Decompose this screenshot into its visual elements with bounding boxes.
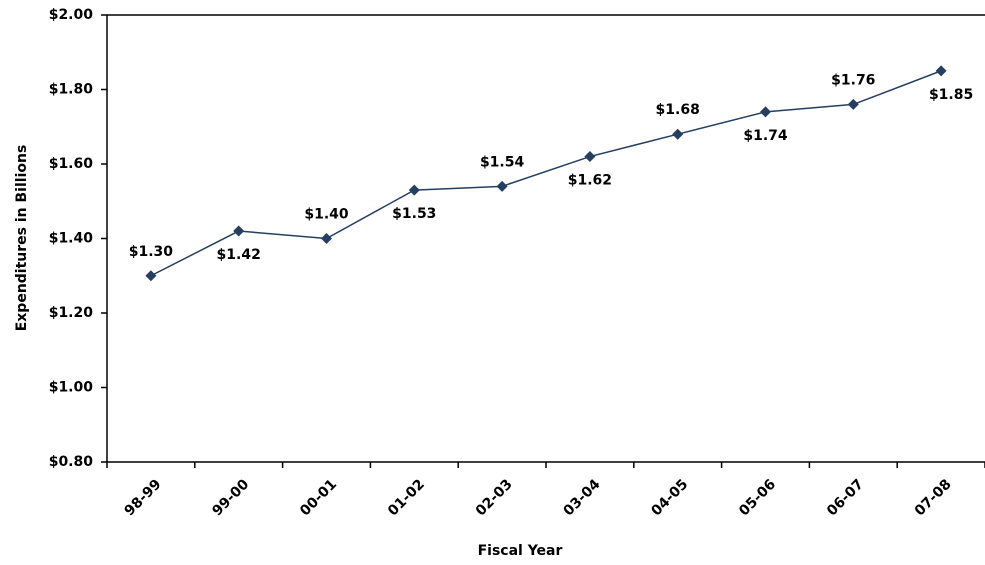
data-label: $1.42 [217, 247, 261, 263]
data-label: $1.40 [304, 207, 349, 223]
x-tick-label: 06-07 [824, 476, 867, 519]
data-label: $1.68 [656, 102, 700, 118]
x-tick-label: 00-01 [297, 476, 340, 519]
y-tick-label: $0.80 [49, 454, 94, 470]
x-tick-label: 01-02 [385, 476, 428, 519]
data-label: $1.85 [929, 87, 973, 103]
data-point [233, 225, 245, 237]
data-point [935, 65, 947, 77]
data-point [760, 106, 771, 118]
data-label: $1.62 [568, 173, 612, 189]
y-axis-title: Expenditures in Billions [14, 145, 30, 332]
x-tick-label: 98-99 [122, 476, 165, 519]
x-tick-label: 05-06 [736, 476, 779, 519]
y-tick-label: $1.00 [49, 380, 94, 396]
data-label: $1.76 [831, 72, 875, 88]
y-tick-label: $1.80 [49, 82, 94, 98]
x-tick-label: 03-04 [561, 476, 604, 519]
data-point [672, 128, 684, 140]
data-label: $1.74 [743, 128, 788, 144]
x-tick-label: 02-03 [473, 476, 516, 519]
y-tick-label: $1.60 [49, 156, 94, 172]
data-point [408, 184, 420, 196]
data-label: $1.30 [129, 244, 174, 260]
x-tick-label: 99-00 [209, 476, 252, 519]
series-line [150, 70, 942, 277]
x-axis-title: Fiscal Year [478, 543, 563, 559]
data-label: $1.53 [392, 206, 436, 222]
data-point [496, 180, 508, 192]
x-tick-label: 07-08 [912, 476, 955, 519]
data-point [847, 98, 859, 110]
x-tick-label: 04-05 [648, 476, 691, 519]
data-label: $1.54 [480, 154, 525, 170]
data-point [584, 151, 596, 163]
y-tick-label: $1.20 [49, 305, 94, 321]
y-tick-label: $2.00 [49, 7, 94, 23]
data-point [321, 233, 332, 244]
y-tick-label: $1.40 [49, 231, 94, 247]
data-point [145, 270, 157, 282]
